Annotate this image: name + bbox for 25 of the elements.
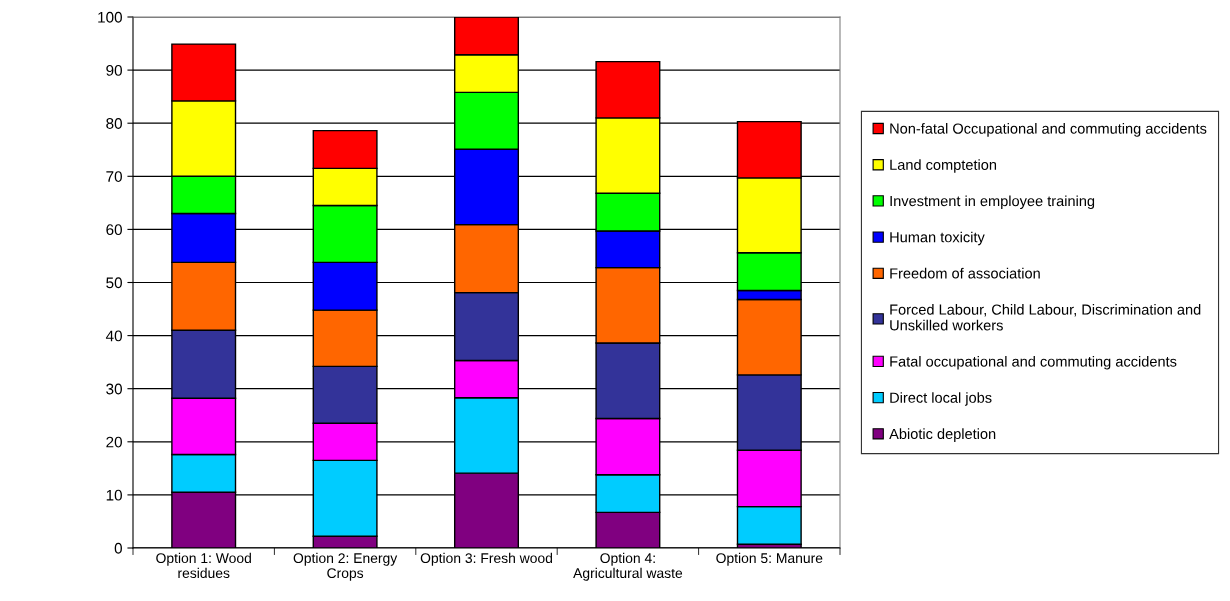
x-tick-label: Option 1: Wood residues <box>156 552 251 579</box>
y-tick-label: 0 <box>114 542 122 554</box>
legend-label: Direct local jobs <box>890 392 992 406</box>
y-tick-label: 50 <box>106 277 122 289</box>
y-tick-label: 100 <box>98 11 122 23</box>
y-tick-label: 90 <box>106 64 122 76</box>
legend-label: Investment in employee training <box>890 195 1095 210</box>
legend-label: Non-fatal Occupational and commuting accidents <box>890 123 1207 137</box>
x-tick-label: Option 3: Fresh wood <box>420 552 552 566</box>
legend-label: Land comptetion <box>890 159 997 173</box>
y-tick-label: 20 <box>106 436 122 448</box>
legend-label: Abiotic depletion <box>889 428 996 442</box>
legend-label: Fatal occupational and commuting accidents <box>890 355 1177 370</box>
y-tick-label: 10 <box>106 489 122 501</box>
legend-label: Forced Labour, Child Labour, Discrimination and Unskilled workers <box>890 304 1201 331</box>
x-tick-label: Option 2: Energy Crops <box>293 552 398 581</box>
legend-label: Human toxicity <box>890 231 985 246</box>
y-tick-label: 70 <box>106 171 122 182</box>
y-tick-label: 60 <box>106 224 122 236</box>
y-tick-label: 40 <box>105 330 122 342</box>
y-tick-label: 30 <box>106 383 122 395</box>
x-tick-label: Option 4: Agricultural waste <box>573 552 683 581</box>
legend-label: Freedom of association <box>890 267 1040 279</box>
y-tick-label: 80 <box>106 118 122 129</box>
x-tick-label: Option 5: Manure <box>716 552 823 566</box>
